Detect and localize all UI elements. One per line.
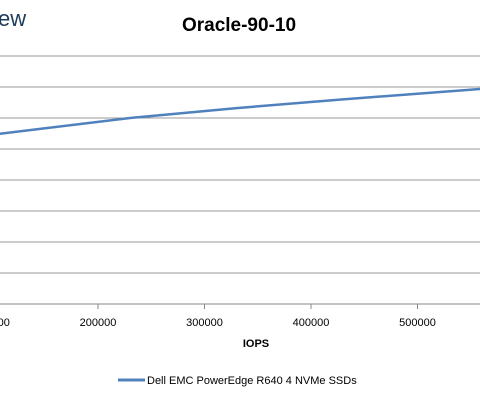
x-tick-label: 200000 xyxy=(80,317,117,329)
chart-title: Oracle-90-10 xyxy=(182,15,296,36)
watermark: ew xyxy=(0,6,26,31)
x-tick-label: 500000 xyxy=(399,317,436,329)
x-axis-title: IOPS xyxy=(243,338,269,350)
data-line xyxy=(0,87,480,135)
x-tick-label: 400000 xyxy=(293,317,330,329)
legend-label: Dell EMC PowerEdge R640 4 NVMe SSDs xyxy=(147,375,357,387)
x-tick-label: 300000 xyxy=(186,317,223,329)
x-tick-label: 100000 xyxy=(0,317,10,329)
